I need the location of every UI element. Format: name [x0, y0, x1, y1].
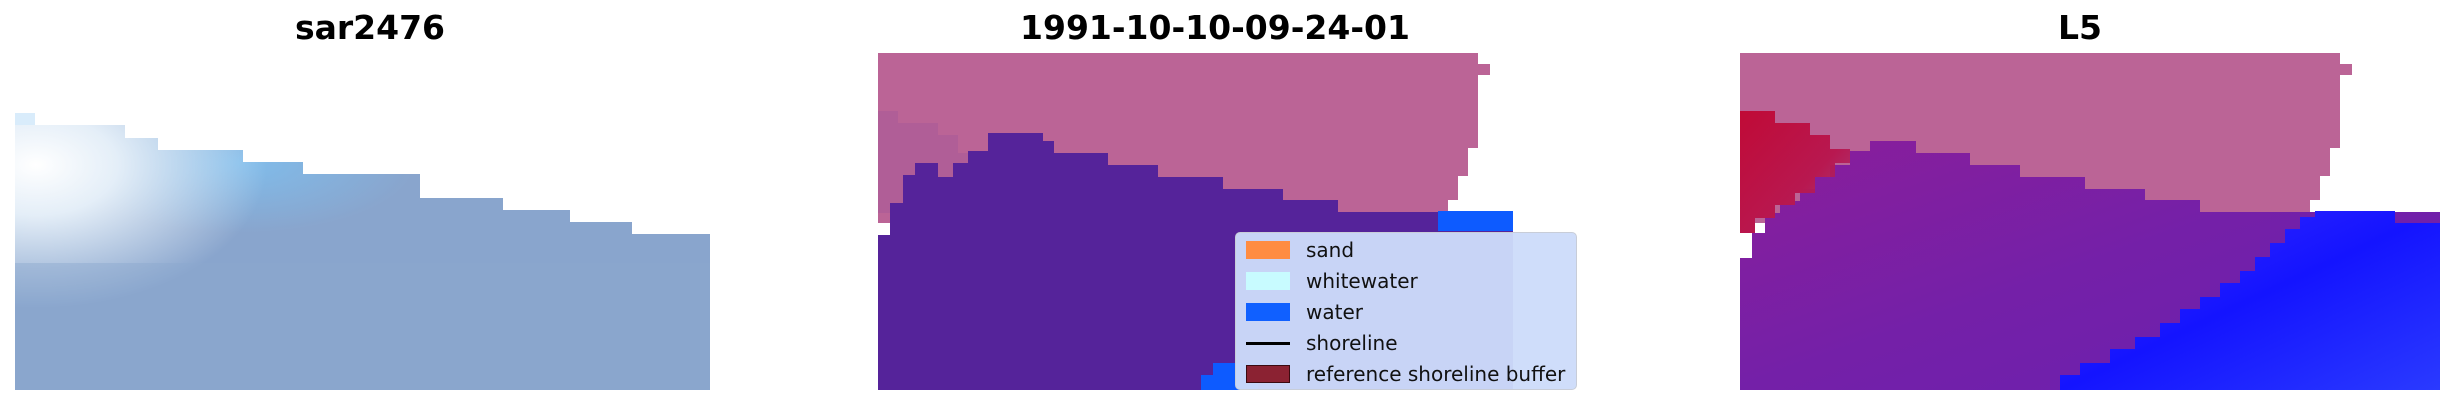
legend-swatch-sand: [1246, 241, 1290, 259]
legend-item-sand: sand: [1246, 238, 1355, 262]
class-water-bright: [1438, 211, 1513, 231]
legend-line-shoreline: [1246, 341, 1290, 345]
legend-label-shoreline: shoreline: [1306, 331, 1398, 355]
panel-l5: L5: [1700, 0, 2460, 404]
legend-item-shoreline: shoreline: [1246, 331, 1398, 355]
panel-title-classification: 1991-10-10-09-24-01: [1020, 8, 1410, 47]
legend-item-reference-buffer: reference shoreline buffer: [1246, 362, 1566, 386]
panel-rgb: sar2476: [0, 0, 740, 404]
legend: sand whitewater water shoreline referenc…: [1235, 232, 1577, 390]
legend-label-reference-buffer: reference shoreline buffer: [1306, 362, 1566, 386]
l5-water-blue: [2060, 211, 2440, 390]
legend-label-whitewater: whitewater: [1306, 269, 1418, 293]
legend-item-water: water: [1246, 300, 1363, 324]
rgb-image: [15, 113, 710, 390]
legend-swatch-whitewater: [1246, 272, 1290, 290]
l5-red-patch: [1740, 111, 1850, 233]
panel-title-l5: L5: [2058, 8, 2102, 47]
legend-item-whitewater: whitewater: [1246, 269, 1418, 293]
legend-label-sand: sand: [1306, 238, 1355, 262]
legend-swatch-reference-buffer: [1246, 365, 1290, 383]
legend-swatch-water: [1246, 303, 1290, 321]
panel-classification: 1991-10-10-09-24-01: [820, 0, 1610, 404]
l5-image: [1740, 53, 2440, 390]
panel-title-rgb: sar2476: [294, 8, 446, 47]
legend-label-water: water: [1306, 300, 1363, 324]
